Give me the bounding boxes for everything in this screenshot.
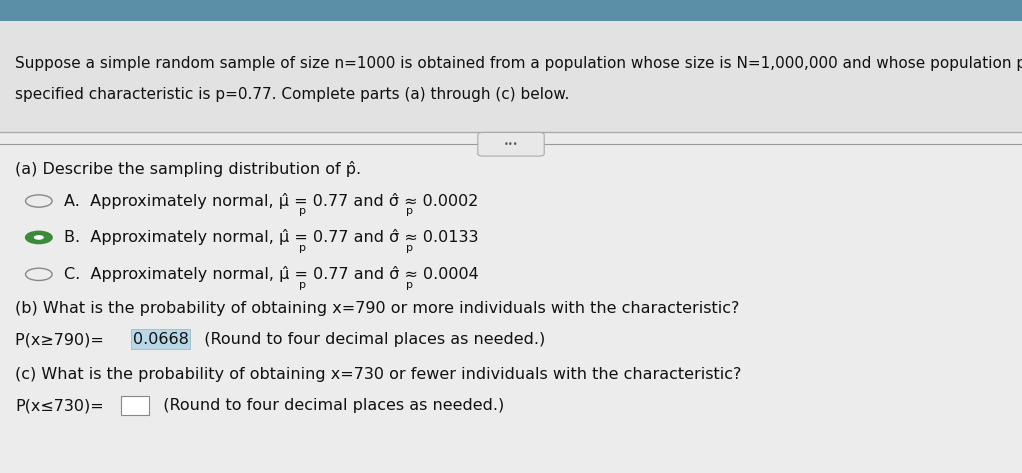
Text: (a) Describe the sampling distribution of p̂.: (a) Describe the sampling distribution o… [15, 161, 362, 177]
Text: p: p [407, 280, 413, 290]
Text: (Round to four decimal places as needed.): (Round to four decimal places as needed.… [194, 332, 546, 347]
Text: specified characteristic is p​=​0.77. Complete parts (a) through (c) below.: specified characteristic is p​=​0.77. Co… [15, 87, 569, 102]
Bar [131, 329, 190, 349]
Text: p: p [298, 280, 306, 290]
Circle shape [26, 231, 52, 244]
Text: C.  Approximately normal, μ̂ = 0.77 and σ̂ ≈ 0.0004: C. Approximately normal, μ̂ = 0.77 and σ… [64, 266, 479, 282]
Text: (c) What is the probability of obtaining x​=​730 or fewer individuals with the c: (c) What is the probability of obtaining… [15, 367, 742, 382]
Text: P(x≤730)=: P(x≤730)= [15, 398, 104, 413]
Text: (b) What is the probability of obtaining x​=​790 or more individuals with the ch: (b) What is the probability of obtaining… [15, 301, 740, 316]
Text: A.  Approximately normal, μ̂ = 0.77 and σ̂ ≈ 0.0002: A. Approximately normal, μ̂ = 0.77 and σ… [64, 193, 478, 209]
Bar [0, 21, 1022, 132]
Text: p: p [298, 206, 306, 217]
Bar [121, 396, 149, 415]
Text: B.  Approximately normal, μ̂ = 0.77 and σ̂ ≈ 0.0133: B. Approximately normal, μ̂ = 0.77 and σ… [64, 229, 479, 245]
Text: •••: ••• [504, 140, 518, 149]
Text: (Round to four decimal places as needed.): (Round to four decimal places as needed.… [153, 398, 505, 413]
FancyBboxPatch shape [477, 132, 544, 156]
Text: p: p [407, 243, 413, 253]
Text: p: p [298, 243, 306, 253]
Text: P(x≥790)=: P(x≥790)= [15, 332, 109, 347]
Bar [0, 0, 1022, 21]
Text: Suppose a simple random sample of size n​=​1000 is obtained from a population wh: Suppose a simple random sample of size n… [15, 56, 1022, 71]
Circle shape [34, 235, 44, 240]
Text: 0.0668: 0.0668 [133, 332, 188, 347]
Text: p: p [407, 206, 413, 217]
